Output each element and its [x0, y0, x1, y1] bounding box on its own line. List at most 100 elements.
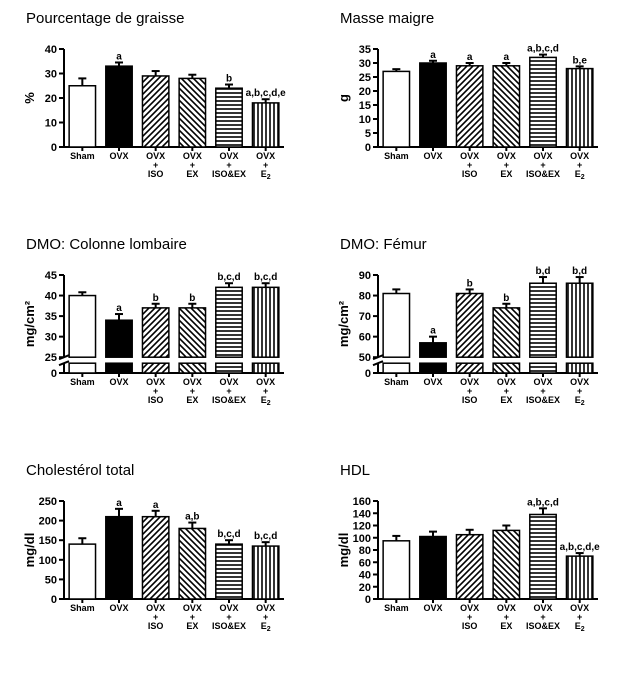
panel-title: DMO: Colonne lombaire — [26, 236, 294, 253]
category-label: E2 — [261, 169, 271, 181]
sig-label: a,b,c,d — [527, 44, 559, 55]
svg-text:90: 90 — [359, 270, 371, 282]
svg-text:100: 100 — [39, 555, 57, 567]
svg-text:10: 10 — [45, 118, 57, 130]
bar — [420, 537, 446, 599]
category-label: OVX — [109, 377, 128, 387]
svg-text:0: 0 — [51, 142, 57, 154]
category-label: Sham — [384, 603, 409, 613]
bar — [530, 57, 556, 147]
sig-label: b,d — [536, 266, 551, 277]
sig-label: b — [226, 74, 232, 85]
bar — [252, 546, 278, 599]
svg-text:0: 0 — [365, 594, 371, 606]
bar — [69, 86, 95, 147]
category-label: OVX — [423, 151, 442, 161]
category-label: E2 — [575, 621, 585, 633]
svg-text:50: 50 — [359, 352, 371, 364]
panel-title: Pourcentage de graisse — [26, 10, 294, 27]
sig-label: a — [467, 52, 473, 63]
bar — [493, 530, 519, 599]
svg-text:140: 140 — [353, 508, 371, 520]
bar — [69, 363, 95, 373]
svg-text:70: 70 — [359, 311, 371, 323]
bar — [252, 363, 278, 373]
svg-text:mg/dl: mg/dl — [22, 533, 37, 568]
sig-label: b — [503, 293, 509, 304]
svg-text:45: 45 — [45, 270, 57, 282]
sig-label: a — [116, 498, 122, 509]
svg-text:5: 5 — [365, 128, 371, 140]
bar — [179, 308, 205, 357]
bar — [420, 63, 446, 147]
svg-text:10: 10 — [359, 114, 371, 126]
svg-text:35: 35 — [359, 44, 371, 56]
bar — [69, 544, 95, 599]
category-label: ISO&EX — [526, 621, 560, 631]
svg-text:g: g — [336, 94, 351, 102]
svg-text:15: 15 — [359, 100, 371, 112]
bar — [530, 514, 556, 599]
sig-label: a — [116, 51, 122, 62]
sig-label: a,b,c,d,e — [246, 88, 286, 99]
category-label: E2 — [575, 169, 585, 181]
chart: 05101520253035gShamaOVXaOVX+ISOaOVX+EXa,… — [334, 31, 608, 186]
svg-text:40: 40 — [45, 291, 57, 303]
panel-hdl: HDL 020406080100120140160mg/dlShamOVXOVX… — [334, 462, 608, 678]
sig-label: a — [153, 500, 159, 511]
category-label: ISO — [462, 621, 478, 631]
sig-label: b,c,d — [254, 531, 277, 542]
sig-label: a — [116, 303, 122, 314]
category-label: ISO&EX — [212, 395, 246, 405]
bar — [216, 544, 242, 599]
sig-label: b,c,d — [217, 272, 240, 283]
category-label: OVX — [109, 151, 128, 161]
panel-title: Masse maigre — [340, 10, 608, 27]
panel-title: DMO: Fémur — [340, 236, 608, 253]
bar — [106, 517, 132, 599]
svg-text:30: 30 — [359, 58, 371, 70]
svg-text:40: 40 — [45, 44, 57, 56]
svg-text:60: 60 — [359, 332, 371, 344]
category-label: Sham — [384, 377, 409, 387]
category-label: ISO&EX — [526, 395, 560, 405]
svg-text:80: 80 — [359, 545, 371, 557]
bar — [106, 320, 132, 357]
category-label: EX — [186, 169, 198, 179]
sig-label: a — [430, 50, 436, 61]
panel-chol: Cholestérol total 050100150200250mg/dlSh… — [20, 462, 294, 678]
bar — [142, 76, 168, 147]
svg-text:120: 120 — [353, 521, 371, 533]
svg-text:mg/cm²: mg/cm² — [22, 300, 37, 347]
panel-lean: Masse maigre 05101520253035gShamaOVXaOVX… — [334, 10, 608, 226]
category-label: E2 — [261, 395, 271, 407]
category-label: ISO&EX — [526, 169, 560, 179]
bar — [216, 363, 242, 373]
category-label: Sham — [70, 377, 95, 387]
bar — [383, 541, 409, 599]
svg-text:%: % — [22, 92, 37, 104]
category-label: ISO — [148, 395, 164, 405]
svg-text:25: 25 — [359, 72, 371, 84]
category-label: ISO — [148, 621, 164, 631]
svg-text:80: 80 — [359, 291, 371, 303]
sig-label: a,b — [185, 512, 199, 523]
category-label: EX — [186, 395, 198, 405]
svg-text:50: 50 — [45, 574, 57, 586]
bar — [493, 66, 519, 147]
panel-title: HDL — [340, 462, 608, 479]
bar — [566, 556, 592, 599]
svg-text:20: 20 — [359, 86, 371, 98]
bar — [383, 363, 409, 373]
category-label: EX — [500, 621, 512, 631]
chart: 050100150200250mg/dlShamaOVXaOVX+ISOa,bO… — [20, 483, 294, 638]
category-label: Sham — [70, 151, 95, 161]
category-label: OVX — [423, 603, 442, 613]
bar — [456, 293, 482, 357]
svg-text:0: 0 — [51, 368, 57, 380]
category-label: ISO&EX — [212, 621, 246, 631]
svg-text:0: 0 — [365, 368, 371, 380]
sig-label: b,c,d — [217, 529, 240, 540]
panel-title: Cholestérol total — [26, 462, 294, 479]
bar — [179, 78, 205, 147]
